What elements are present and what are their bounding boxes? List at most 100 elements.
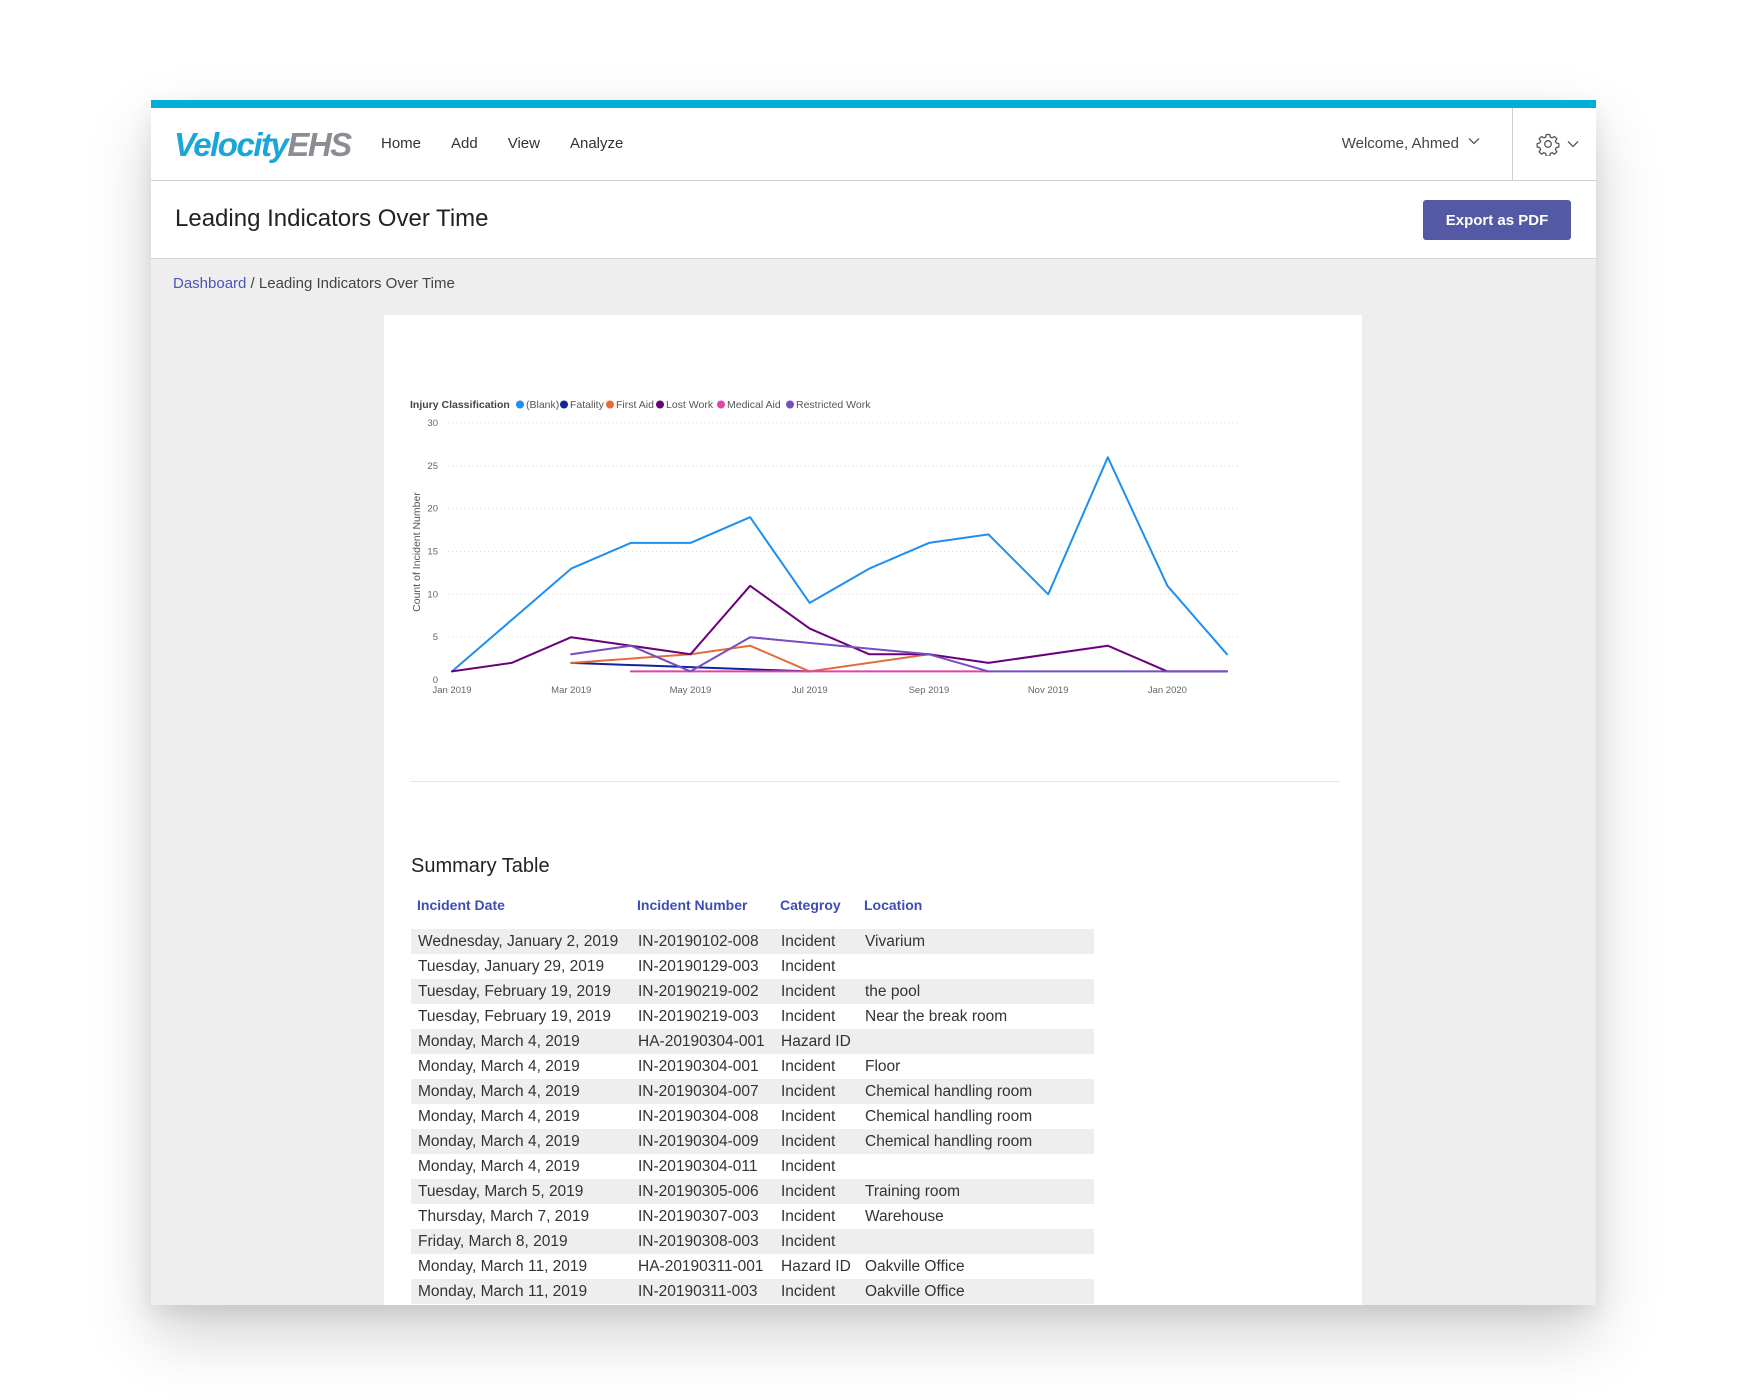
cell-location: Warehouse — [865, 1207, 944, 1225]
breadcrumb-current: Leading Indicators Over Time — [258, 275, 455, 292]
cell-incident-number: IN-20190304-008 — [638, 1107, 759, 1125]
velocity-ehs-logo[interactable]: VelocityEHS — [174, 126, 352, 164]
legend-label[interactable]: Lost Work — [666, 399, 714, 411]
series-line[interactable] — [451, 584, 1228, 673]
cell-location — [858, 954, 1094, 979]
cell-incident-date: Monday, March 4, 2019 — [411, 1129, 631, 1154]
cell-incident-number: IN-20190304-007 — [631, 1079, 774, 1104]
legend-label[interactable]: (Blank) — [526, 399, 559, 411]
cell-incident-date: Monday, March 4, 2019 — [411, 1079, 631, 1104]
summary-table: Incident Date Incident Number Categroy L… — [411, 895, 1094, 1304]
column-header-location[interactable]: Location — [864, 897, 923, 913]
table-row[interactable]: Tuesday, January 29, 2019 IN-20190129-003… — [411, 954, 1094, 979]
table-row[interactable]: Monday, March 11, 2019 IN-20190311-003 Inc… — [411, 1279, 1094, 1304]
cell-location — [858, 1229, 1094, 1254]
cell-category: Incident — [774, 1129, 858, 1154]
cell-incident-date: Tuesday, January 29, 2019 — [418, 957, 605, 975]
cell-incident-date: Monday, March 11, 2019 — [418, 1257, 588, 1275]
breadcrumb-dashboard-link[interactable]: Dashboard — [173, 275, 247, 292]
cell-incident-number: IN-20190102-008 — [631, 929, 774, 954]
cell-location: Vivarium — [858, 929, 1094, 954]
cell-incident-date: Friday, March 8, 2019 — [411, 1229, 631, 1254]
y-tick-label: 5 — [433, 632, 438, 643]
legend-label[interactable]: Fatality — [570, 399, 605, 411]
cell-location: Chemical handling room — [865, 1107, 1033, 1125]
cell-location — [858, 1029, 1094, 1054]
column-header-incident-date[interactable]: Incident Date — [417, 897, 505, 913]
x-tick-label: Nov 2019 — [1028, 685, 1069, 696]
table-body: Wednesday, January 2, 2019 IN-20190102-00… — [411, 929, 1094, 1304]
cell-category: Incident — [781, 1207, 836, 1225]
cell-incident-number: HA-20190304-001 — [631, 1029, 774, 1054]
cell-incident-date: Tuesday, March 5, 2019 — [411, 1179, 631, 1204]
legend-label[interactable]: Restricted Work — [796, 399, 871, 411]
table-row[interactable]: Tuesday, February 19, 2019 IN-20190219-00… — [411, 979, 1094, 1004]
cell-incident-number: IN-20190311-003 — [631, 1279, 774, 1304]
cell-incident-date: Tuesday, February 19, 2019 — [418, 1007, 612, 1025]
table-row[interactable]: Monday, March 11, 2019 HA-20190311-001 Haz… — [411, 1254, 1094, 1279]
column-header-category[interactable]: Categroy — [780, 897, 841, 913]
table-row[interactable]: Monday, March 4, 2019 HA-20190304-001 Haza… — [411, 1029, 1094, 1054]
table-row[interactable]: Tuesday, February 19, 2019 IN-20190219-00… — [411, 1004, 1094, 1029]
cell-category: Incident — [774, 1279, 858, 1304]
legend-title: Injury Classification — [410, 399, 510, 411]
cell-category: Incident — [774, 929, 858, 954]
table-row[interactable]: Friday, March 8, 2019 IN-20190308-003 Inci… — [411, 1229, 1094, 1254]
line-chart: 0 5 10 15 20 25 30 Jan 2019 Mar 2019 May 2019 Jul … — [410, 399, 1239, 696]
table-row[interactable]: Monday, March 4, 2019 IN-20190304-008 Inci… — [411, 1104, 1094, 1129]
cell-incident-date: Monday, March 4, 2019 — [418, 1057, 580, 1075]
cell-incident-number: IN-20190304-009 — [631, 1129, 774, 1154]
legend-label[interactable]: First Aid — [616, 399, 654, 411]
cell-incident-number: IN-20190308-003 — [631, 1229, 774, 1254]
table-row[interactable]: Wednesday, January 2, 2019 IN-20190102-00… — [411, 929, 1094, 954]
cell-location: Training room — [858, 1179, 1094, 1204]
cell-category: Hazard ID — [774, 1029, 858, 1054]
cell-incident-number: IN-20190305-006 — [631, 1179, 774, 1204]
user-menu[interactable]: Welcome, Ahmed — [1342, 134, 1481, 152]
x-tick-label: May 2019 — [670, 685, 712, 696]
cell-category: Incident — [774, 1079, 858, 1104]
nav-analyze[interactable]: Analyze — [569, 135, 624, 152]
cell-incident-date: Monday, March 4, 2019 — [411, 1029, 631, 1054]
series-line[interactable] — [570, 661, 811, 673]
x-tick-label: Sep 2019 — [909, 685, 950, 696]
nav-add[interactable]: Add — [451, 135, 478, 152]
logo-ehs-text: EHS — [287, 126, 352, 163]
y-axis-label: Count of Incident Number — [411, 492, 423, 612]
cell-incident-date: Monday, March 4, 2019 — [418, 1107, 580, 1125]
table-row[interactable]: Thursday, March 7, 2019 IN-20190307-003 In… — [411, 1204, 1094, 1229]
export-pdf-button[interactable]: Export as PDF — [1423, 200, 1571, 240]
table-row[interactable]: Tuesday, March 5, 2019 IN-20190305-006 Inc… — [411, 1179, 1094, 1204]
cell-incident-number: IN-20190219-002 — [631, 979, 774, 1004]
breadcrumb-separator: / — [246, 275, 259, 292]
cell-category: Incident — [774, 979, 858, 1004]
cell-location: Oakville Office — [865, 1257, 965, 1275]
cell-incident-date: Monday, March 11, 2019 — [411, 1279, 631, 1304]
series-line[interactable] — [570, 644, 930, 673]
cell-category: Incident — [781, 957, 836, 975]
report-card: 0 5 10 15 20 25 30 Jan 2019 Mar 2019 May 2019 Jul … — [384, 315, 1362, 1305]
table-row[interactable]: Monday, March 4, 2019 IN-20190304-001 Inci… — [411, 1054, 1094, 1079]
nav-view[interactable]: View — [507, 135, 540, 152]
series-line[interactable] — [570, 636, 1228, 673]
table-row[interactable]: Monday, March 4, 2019 IN-20190304-011 Inci… — [411, 1154, 1094, 1179]
series-line[interactable] — [451, 456, 1228, 673]
column-header-incident-number[interactable]: Incident Number — [637, 897, 748, 913]
gear-icon — [1536, 132, 1560, 161]
y-tick-label: 0 — [433, 675, 438, 686]
legend-marker — [606, 400, 614, 409]
cell-location: Floor — [865, 1057, 901, 1075]
summary-table-title: Summary Table — [411, 855, 550, 877]
settings-menu-button[interactable] — [1536, 132, 1580, 161]
table-row[interactable]: Monday, March 4, 2019 IN-20190304-007 Inci… — [411, 1079, 1094, 1104]
table-row[interactable]: Monday, March 4, 2019 IN-20190304-009 Inci… — [411, 1129, 1094, 1154]
welcome-text: Welcome, Ahmed — [1341, 134, 1459, 152]
x-tick-label: Jan 2019 — [432, 685, 471, 696]
nav-home[interactable]: Home — [381, 135, 422, 152]
x-tick-label: Jan 2020 — [1148, 685, 1187, 696]
legend-label[interactable]: Medical Aid — [727, 399, 781, 411]
cell-incident-date: Monday, March 4, 2019 — [418, 1157, 580, 1175]
chevron-down-icon — [1566, 137, 1580, 156]
cell-location: Chemical handling room — [858, 1129, 1094, 1154]
cell-incident-number: IN-20190219-003 — [638, 1007, 759, 1025]
